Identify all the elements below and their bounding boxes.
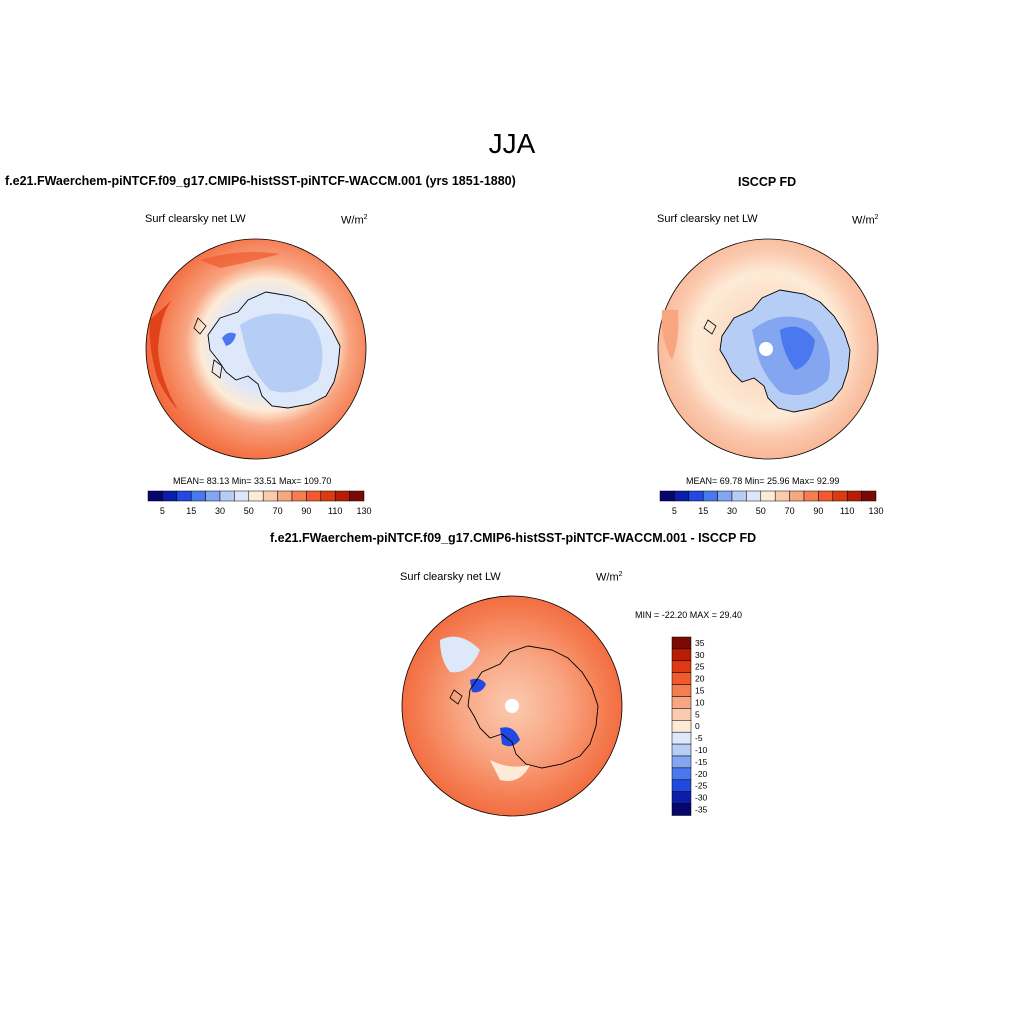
colorbar-tick-label: -10 [695, 745, 708, 755]
panel2-variable: Surf clearsky net LW [657, 213, 758, 225]
panel2-units: W/m2 [852, 214, 879, 227]
colorbar-swatch [234, 490, 250, 502]
colorbar-swatch [671, 743, 692, 757]
colorbar-tick-label: 110 [840, 506, 854, 516]
colorbar-swatch [760, 490, 776, 502]
colorbar-swatch [717, 490, 733, 502]
colorbar-swatch [306, 490, 322, 502]
colorbar-tick-label: 90 [301, 506, 311, 516]
colorbar-tick-label: -35 [695, 805, 708, 815]
colorbar-swatch [671, 803, 692, 816]
colorbar-swatch [671, 648, 692, 662]
colorbar-tick-label: 70 [273, 506, 283, 516]
colorbar-tick-label: 15 [186, 506, 196, 516]
colorbar-swatch [659, 490, 675, 502]
colorbar-swatch [671, 684, 692, 697]
panel3-title: f.e21.FWaerchem-piNTCF.f09_g17.CMIP6-his… [270, 531, 757, 545]
colorbar-swatch [803, 490, 819, 502]
colorbar-tick-label: 25 [695, 662, 705, 672]
colorbar-swatch [688, 490, 704, 502]
colorbar-swatch [205, 490, 221, 502]
colorbar-tick-label: 35 [695, 638, 705, 648]
colorbar-swatch [746, 490, 762, 502]
colorbar-swatch [671, 720, 692, 733]
panel3-units: W/m2 [596, 571, 623, 584]
colorbar-tick-label: 15 [695, 686, 705, 696]
colorbar-swatch [291, 490, 307, 502]
colorbar-tick-label: 130 [868, 506, 883, 516]
colorbar-tick-label: 130 [356, 506, 371, 516]
colorbar-swatch [176, 490, 192, 502]
colorbar-tick-label: 30 [727, 506, 737, 516]
colorbar-tick-label: -30 [695, 793, 708, 803]
panel3-stats: MIN = -22.20 MAX = 29.40 [635, 610, 743, 620]
panel2-map [657, 238, 879, 460]
colorbar-tick-label: 5 [672, 506, 677, 516]
colorbar-swatch [320, 490, 336, 502]
colorbar-swatch [674, 490, 690, 502]
panel1-colorbar: 5 15 30 50 70 90 110 130 [147, 490, 372, 516]
panel1-map [145, 238, 367, 460]
colorbar-swatch [671, 755, 692, 769]
colorbar-tick-label: 110 [328, 506, 342, 516]
panel1-variable: Surf clearsky net LW [145, 213, 246, 225]
colorbar-tick-label: 20 [695, 674, 705, 684]
panel2-title: ISCCP FD [738, 175, 797, 189]
colorbar-tick-label: 10 [695, 697, 705, 707]
colorbar-swatch [846, 490, 862, 502]
colorbar-swatch [671, 791, 692, 804]
panel1-stats: MEAN= 83.13 Min= 33.51 Max= 109.70 [173, 476, 332, 486]
colorbar-tick-label: 50 [756, 506, 766, 516]
colorbar-swatch [731, 490, 747, 502]
panel1-units: W/m2 [341, 214, 368, 227]
colorbar-tick-label: 30 [215, 506, 225, 516]
colorbar-swatch [190, 490, 206, 502]
panel3-map [401, 595, 623, 817]
colorbar-swatch [671, 696, 692, 709]
colorbar-swatch [861, 490, 877, 502]
colorbar-tick-label: 0 [695, 721, 700, 731]
panel3-variable: Surf clearsky net LW [400, 571, 501, 583]
panel2-colorbar: 5 15 30 50 70 90 110 130 [659, 490, 884, 516]
season-title: JJA [488, 128, 536, 159]
colorbar-swatch [147, 490, 163, 502]
colorbar-swatch [702, 490, 718, 502]
colorbar-tick-label: -5 [695, 733, 703, 743]
colorbar-tick-label: -25 [695, 781, 708, 791]
colorbar-tick-label: 5 [160, 506, 165, 516]
colorbar-swatch [671, 672, 692, 685]
colorbar-tick-label: -20 [695, 769, 708, 779]
colorbar-swatch [671, 636, 692, 650]
colorbar-swatch [671, 708, 692, 721]
colorbar-tick-label: 50 [244, 506, 254, 516]
colorbar-swatch [349, 490, 365, 502]
colorbar-tick-label: 15 [698, 506, 708, 516]
colorbar-swatch [832, 490, 848, 502]
colorbar-swatch [671, 767, 692, 781]
colorbar-swatch [262, 490, 278, 502]
colorbar-tick-label: 90 [813, 506, 823, 516]
colorbar-tick-label: 5 [695, 709, 700, 719]
panel2-stats: MEAN= 69.78 Min= 25.96 Max= 92.99 [686, 476, 840, 486]
colorbar-swatch [162, 490, 178, 502]
colorbar-swatch [789, 490, 805, 502]
colorbar-swatch [334, 490, 350, 502]
colorbar-swatch [671, 779, 692, 792]
colorbar-tick-label: 70 [785, 506, 795, 516]
colorbar-tick-label: -15 [695, 757, 708, 767]
colorbar-swatch [277, 490, 293, 502]
colorbar-tick-label: 30 [695, 650, 705, 660]
colorbar-swatch [774, 490, 790, 502]
colorbar-swatch [219, 490, 235, 502]
colorbar-swatch [818, 490, 834, 502]
panel1-title: f.e21.FWaerchem-piNTCF.f09_g17.CMIP6-his… [5, 174, 516, 188]
colorbar-swatch [671, 731, 692, 745]
colorbar-swatch [671, 660, 692, 673]
colorbar-swatch [248, 490, 264, 502]
